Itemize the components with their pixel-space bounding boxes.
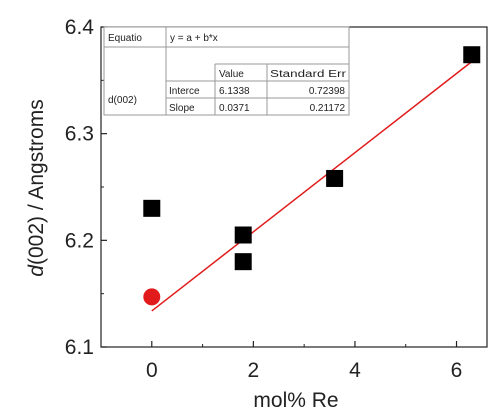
x-tick-label: 6: [451, 359, 463, 382]
fit-slope-error: 0.21172: [310, 103, 346, 114]
fit-equation-label: Equatio: [108, 33, 142, 44]
fit-equation: y = a + b*x: [170, 33, 218, 44]
fit-slope-name: Slope: [169, 103, 195, 114]
y-axis-title: d(002) / Angstroms: [25, 99, 48, 276]
data-point-square: [326, 169, 344, 187]
fit-header-error: Standard Err: [270, 69, 347, 80]
fit-intercept-name: Interce: [169, 86, 200, 97]
y-tick-label: 6.4: [65, 16, 95, 39]
data-markers: [143, 46, 481, 306]
fit-slope-value: 0.0371: [219, 103, 250, 114]
x-tick-label: 0: [146, 359, 158, 382]
data-point-square: [463, 46, 481, 64]
data-point-square: [234, 253, 252, 271]
fit-row-group-label: d(002): [108, 95, 137, 106]
y-tick-label: 6.3: [65, 123, 94, 146]
y-tick-label: 6.1: [65, 336, 94, 359]
y-axis-title-rest: (002) / Angstroms: [25, 99, 48, 265]
y-tick-label: 6.2: [65, 229, 94, 252]
axis-ticks: 0 2 4 6 6.1 6.2 6.3 6.4: [65, 16, 463, 382]
fit-intercept-value: 6.1338: [219, 86, 250, 97]
fit-line: [151, 61, 473, 312]
x-axis-title: mol% Re: [253, 389, 338, 412]
fit-results-table: Equatio y = a + b*x Value Standard Err d…: [103, 26, 350, 116]
data-point-square: [143, 199, 161, 217]
fit-intercept-error: 0.72398: [309, 86, 346, 97]
data-point-circle: [143, 288, 161, 306]
x-tick-label: 4: [349, 359, 361, 382]
fit-header-value: Value: [219, 69, 244, 80]
data-point-square: [234, 226, 252, 244]
x-tick-label: 2: [248, 359, 260, 382]
y-axis-title-italic: d: [25, 264, 48, 277]
